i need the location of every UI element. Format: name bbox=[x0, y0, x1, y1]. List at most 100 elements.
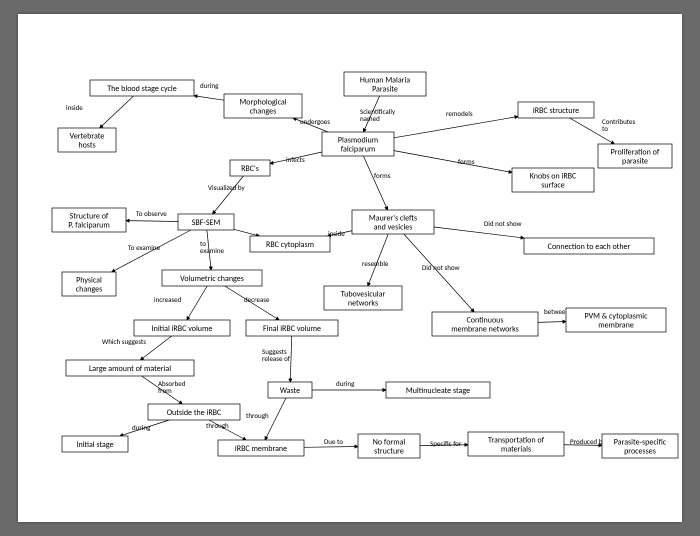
node-label: Parasite bbox=[372, 85, 398, 95]
edge-label: through bbox=[206, 421, 229, 430]
edge-label: remodels bbox=[446, 109, 473, 118]
edge bbox=[187, 286, 207, 320]
edge bbox=[100, 96, 134, 128]
node-label: Multinucleate stage bbox=[406, 386, 470, 396]
edge-label: To examine bbox=[128, 243, 161, 252]
edge bbox=[434, 227, 524, 238]
node-bloodstage: The blood stage cycle bbox=[90, 80, 194, 96]
edge bbox=[290, 336, 291, 382]
node-large: Large amount of material bbox=[66, 360, 194, 376]
edge-label: from bbox=[158, 386, 172, 395]
node-label: processes bbox=[624, 447, 656, 457]
edge-label: Visualized by bbox=[208, 183, 246, 192]
node-initvol: Initial iRBC volume bbox=[134, 320, 230, 336]
edge-label: during bbox=[132, 423, 151, 432]
node-label: materials bbox=[501, 445, 531, 455]
node-contmem: Continuousmembrane networks bbox=[432, 312, 538, 336]
node-outside: Outside the iRBC bbox=[148, 404, 240, 420]
node-waste: Waste bbox=[268, 382, 312, 398]
node-label: Volumetric changes bbox=[180, 274, 244, 284]
edge-label: decrease bbox=[244, 295, 270, 304]
edge-label: forms bbox=[374, 171, 391, 180]
edge-label: between bbox=[544, 307, 569, 316]
node-prolif: Proliferation ofparasite bbox=[598, 144, 672, 168]
node-irbcstruct: iRBC structure bbox=[518, 102, 594, 118]
node-knobs: Knobs on iRBCsurface bbox=[512, 168, 594, 192]
node-maurer: Maurer's cleftsand vesicles bbox=[352, 210, 434, 234]
node-label: RBC cytoplasm bbox=[266, 240, 314, 250]
edge bbox=[194, 96, 224, 100]
node-label: Initial stage bbox=[76, 440, 113, 450]
edge-label: during bbox=[336, 379, 355, 388]
edge-label: To observe bbox=[136, 209, 167, 218]
edge bbox=[363, 156, 387, 210]
node-label: and vesicles bbox=[374, 223, 413, 233]
node-label: hosts bbox=[78, 141, 95, 151]
edge bbox=[538, 322, 566, 323]
node-label: surface bbox=[541, 181, 565, 191]
node-label: Initial iRBC volume bbox=[152, 324, 213, 334]
node-noformal: No formalstructure bbox=[358, 434, 420, 458]
edge-label: during bbox=[200, 81, 219, 90]
node-initstage: Initial stage bbox=[62, 436, 128, 452]
node-label: membrane networks bbox=[451, 325, 519, 335]
node-finvol: Final iRBC volume bbox=[246, 320, 338, 336]
edge-label: undergoes bbox=[300, 117, 330, 126]
concept-map: insideduringundergoesScientificallynamed… bbox=[18, 14, 682, 522]
edge-label: inside bbox=[66, 103, 83, 112]
node-transport: Transportation ofmaterials bbox=[468, 432, 564, 456]
edge-label: through bbox=[246, 411, 269, 420]
node-conn: Connection to each other bbox=[524, 238, 654, 254]
edge-label: Specific for bbox=[430, 439, 462, 448]
node-rbccyto: RBC cytoplasm bbox=[250, 236, 330, 252]
node-vert: Vertebratehosts bbox=[58, 128, 116, 152]
node-paraspec: Parasite-specificprocesses bbox=[602, 434, 678, 458]
edge bbox=[126, 221, 178, 222]
node-label: falciparum bbox=[341, 145, 376, 155]
node-label: iRBC structure bbox=[533, 106, 579, 116]
edge bbox=[394, 117, 518, 138]
node-hmp: Human MalariaParasite bbox=[344, 72, 426, 96]
node-label: Waste bbox=[280, 386, 300, 396]
edge bbox=[304, 446, 358, 447]
edge-label: Produced by bbox=[570, 437, 606, 446]
node-tubo: Tubovesicularnetworks bbox=[324, 286, 402, 310]
edge-label: to bbox=[602, 124, 608, 133]
edge-label: Which suggests bbox=[102, 337, 146, 346]
edge-label: Did not show bbox=[422, 263, 460, 272]
node-label: changes bbox=[76, 285, 102, 295]
edge-label: named bbox=[360, 114, 380, 123]
edge-label: forms bbox=[458, 157, 475, 166]
edge bbox=[234, 229, 259, 236]
edge bbox=[394, 151, 512, 173]
node-label: changes bbox=[250, 107, 276, 117]
node-label: networks bbox=[348, 299, 378, 309]
node-plasm: Plasmodiumfalciparum bbox=[322, 132, 394, 156]
node-label: membrane bbox=[598, 321, 634, 331]
edge-label: Due to bbox=[324, 437, 343, 446]
node-label: iRBC membrane bbox=[235, 444, 287, 454]
node-label: P. falciparum bbox=[68, 221, 110, 231]
edge-label: Did not show bbox=[484, 219, 522, 228]
node-label: SBF-SEM bbox=[192, 218, 221, 228]
node-label: Final iRBC volume bbox=[263, 324, 321, 334]
node-rbcs: RBC's bbox=[230, 160, 270, 176]
edge-label: examine bbox=[200, 246, 225, 255]
edge-label: inside bbox=[328, 229, 345, 238]
node-label: parasite bbox=[622, 157, 648, 167]
edge bbox=[213, 176, 244, 214]
edge bbox=[404, 234, 474, 312]
node-morph: Morphologicalchanges bbox=[224, 94, 302, 118]
node-label: The blood stage cycle bbox=[107, 84, 176, 94]
node-label: structure bbox=[374, 447, 404, 457]
edge-label: release of bbox=[262, 354, 291, 363]
edge-label: resemble bbox=[362, 259, 389, 268]
node-label: Large amount of material bbox=[89, 364, 171, 374]
node-label: RBC's bbox=[241, 164, 259, 174]
node-struct: Structure ofP. falciparum bbox=[52, 208, 126, 232]
edge-label: increased bbox=[154, 295, 182, 304]
node-pvm: PVM & cytoplasmicmembrane bbox=[566, 308, 666, 332]
node-phys: Physicalchanges bbox=[62, 272, 116, 296]
node-label: Outside the iRBC bbox=[167, 408, 222, 418]
node-volch: Volumetric changes bbox=[162, 270, 262, 286]
